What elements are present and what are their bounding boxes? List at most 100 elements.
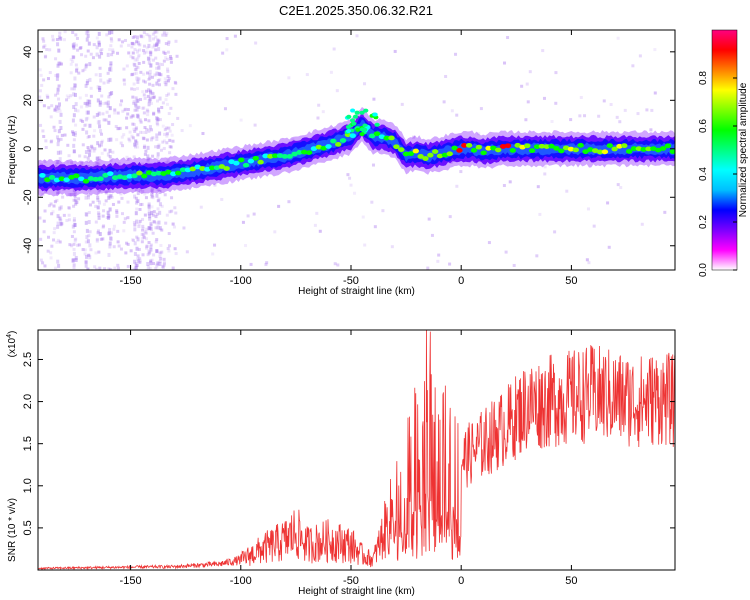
heatmap-speckle	[109, 231, 113, 235]
heatmap-speckle	[72, 242, 76, 246]
heatmap-speckle	[120, 99, 124, 103]
heatmap-speckle	[80, 161, 84, 165]
heatmap-speckle	[158, 254, 162, 258]
heatmap-speckle	[412, 135, 416, 139]
heatmap-speckle	[161, 265, 165, 269]
heatmap-peak	[111, 175, 119, 181]
heatmap-streak	[72, 149, 76, 154]
heatmap-speckle	[140, 232, 144, 236]
x-tick-label: 50	[565, 575, 577, 587]
heatmap-speckle	[151, 45, 155, 49]
heatmap-streak	[147, 88, 151, 93]
heatmap-speckle	[135, 40, 139, 44]
heatmap-streak	[72, 143, 76, 148]
heatmap-streak	[109, 137, 113, 142]
heatmap-peak	[625, 149, 633, 154]
heatmap-speckle	[151, 96, 155, 100]
heatmap-speckle	[74, 202, 78, 206]
heatmap-speckle	[147, 77, 151, 81]
heatmap-speckle	[137, 77, 141, 81]
heatmap-speckle	[90, 146, 94, 150]
heatmap-streak	[156, 145, 160, 150]
heatmap-peak	[373, 131, 381, 137]
heatmap-streak	[71, 258, 75, 263]
heatmap-speckle	[72, 138, 76, 142]
heatmap-streak	[148, 69, 152, 74]
heatmap-speckle	[151, 92, 155, 96]
heatmap-speckle	[77, 197, 81, 201]
heatmap-speckle	[159, 243, 163, 247]
heatmap-speckle	[142, 44, 146, 48]
heatmap-streak	[146, 154, 150, 159]
heatmap-streak	[84, 220, 88, 225]
heatmap-streak	[86, 267, 90, 270]
heatmap-peak	[208, 165, 216, 171]
heatmap-speckle	[151, 194, 155, 198]
heatmap-speckle	[135, 71, 139, 75]
heatmap-streak	[86, 33, 90, 38]
heatmap-speckle	[349, 183, 353, 187]
heatmap-speckle	[145, 108, 149, 112]
heatmap-streak	[147, 249, 151, 254]
heatmap-speckle	[42, 39, 46, 43]
heatmap-peak	[339, 138, 347, 143]
heatmap-speckle	[619, 186, 623, 190]
heatmap-speckle	[145, 46, 149, 50]
heatmap-speckle	[107, 95, 111, 99]
heatmap-streak	[72, 217, 76, 222]
heatmap-speckle	[154, 30, 158, 34]
heatmap-speckle	[154, 56, 158, 60]
heatmap-streak	[146, 56, 150, 61]
heatmap-speckle	[105, 110, 109, 114]
heatmap-speckle	[152, 112, 156, 116]
heatmap-speckle	[81, 248, 85, 252]
x-tick-label: -150	[120, 575, 142, 587]
heatmap-speckle	[663, 210, 667, 214]
heatmap-speckle	[538, 212, 542, 216]
heatmap-speckle	[69, 94, 73, 98]
heatmap-speckle	[185, 250, 189, 254]
heatmap-speckle	[149, 50, 153, 54]
heatmap-speckle	[113, 266, 117, 270]
heatmap-speckle	[62, 213, 66, 217]
heatmap-speckle	[213, 243, 217, 247]
heatmap-speckle	[58, 31, 62, 35]
heatmap-streak	[149, 52, 153, 57]
heatmap-peak	[606, 143, 613, 148]
heatmap-streak	[98, 188, 102, 193]
heatmap-speckle	[41, 193, 45, 197]
heatmap-speckle	[120, 212, 124, 216]
heatmap-speckle	[143, 144, 147, 148]
heatmap-speckle	[157, 83, 161, 87]
heatmap-speckle	[52, 238, 56, 242]
heatmap-speckle	[363, 243, 367, 247]
heatmap-speckle	[150, 75, 154, 79]
heatmap-speckle	[144, 89, 148, 93]
heatmap-streak	[136, 79, 140, 84]
heatmap-speckle	[101, 214, 105, 218]
heatmap-speckle	[47, 235, 51, 239]
heatmap-speckle	[43, 264, 47, 268]
heatmap-streak	[147, 202, 151, 207]
heatmap-speckle	[182, 226, 186, 230]
heatmap-speckle	[54, 164, 58, 168]
heatmap-streak	[59, 150, 63, 155]
heatmap-speckle	[49, 202, 53, 206]
heatmap-speckle	[95, 157, 99, 161]
heatmap-streak	[85, 101, 89, 106]
heatmap-speckle	[162, 263, 166, 267]
heatmap-speckle	[137, 61, 141, 65]
heatmap-speckle	[127, 137, 131, 141]
heatmap-speckle	[43, 160, 47, 164]
heatmap-speckle	[134, 196, 138, 200]
heatmap-speckle	[75, 43, 79, 47]
heatmap-speckle	[39, 258, 43, 262]
heatmap-streak	[58, 216, 62, 221]
heatmap-peak	[355, 127, 361, 132]
heatmap-speckle	[265, 261, 269, 265]
heatmap-speckle	[149, 95, 153, 99]
heatmap-speckle	[336, 263, 340, 267]
heatmap-speckle	[125, 126, 129, 130]
heatmap-streak	[72, 192, 76, 197]
heatmap-speckle	[53, 107, 57, 111]
